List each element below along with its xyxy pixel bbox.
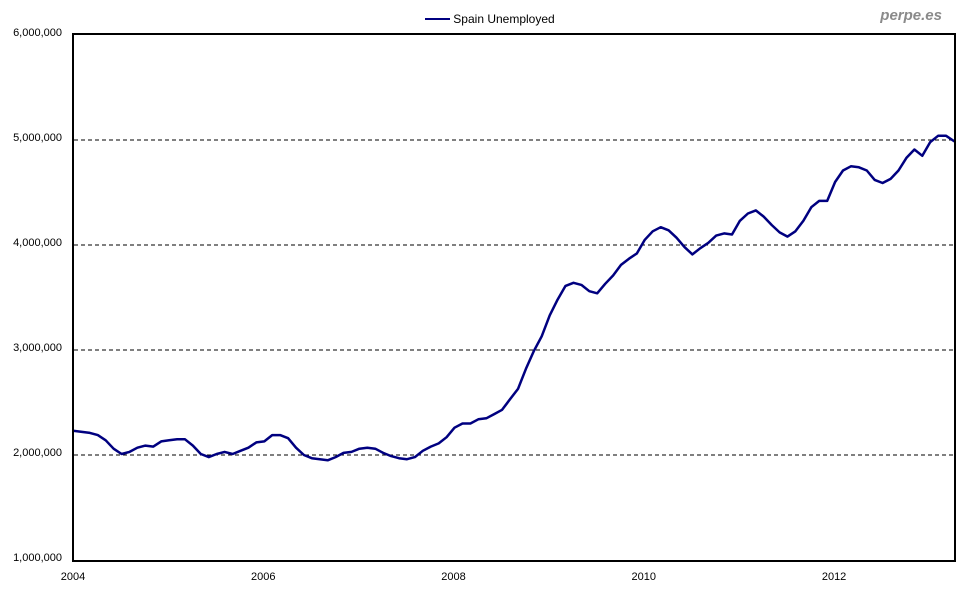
y-tick-label: 5,000,000 [13, 132, 62, 144]
unemployment-line-chart [74, 134, 954, 462]
plot-area [72, 33, 956, 562]
y-tick-label: 2,000,000 [13, 447, 62, 459]
y-tick-label: 6,000,000 [13, 27, 62, 39]
y-tick-label: 1,000,000 [13, 552, 62, 564]
legend-label: Spain Unemployed [453, 12, 555, 26]
y-tick-label: 4,000,000 [13, 237, 62, 249]
x-tick-label: 2004 [60, 571, 86, 583]
spain-unemployed-line [74, 134, 954, 462]
legend: Spain Unemployed [0, 10, 980, 28]
watermark-perpe-es: perpe.es [880, 7, 942, 24]
y-tick-label: 3,000,000 [13, 342, 62, 354]
legend-line-swatch [425, 18, 451, 20]
x-tick-label: 2010 [631, 571, 657, 583]
x-tick-label: 2008 [441, 571, 466, 583]
x-tick-label: 2012 [821, 571, 847, 583]
x-tick-label: 2006 [251, 571, 276, 583]
